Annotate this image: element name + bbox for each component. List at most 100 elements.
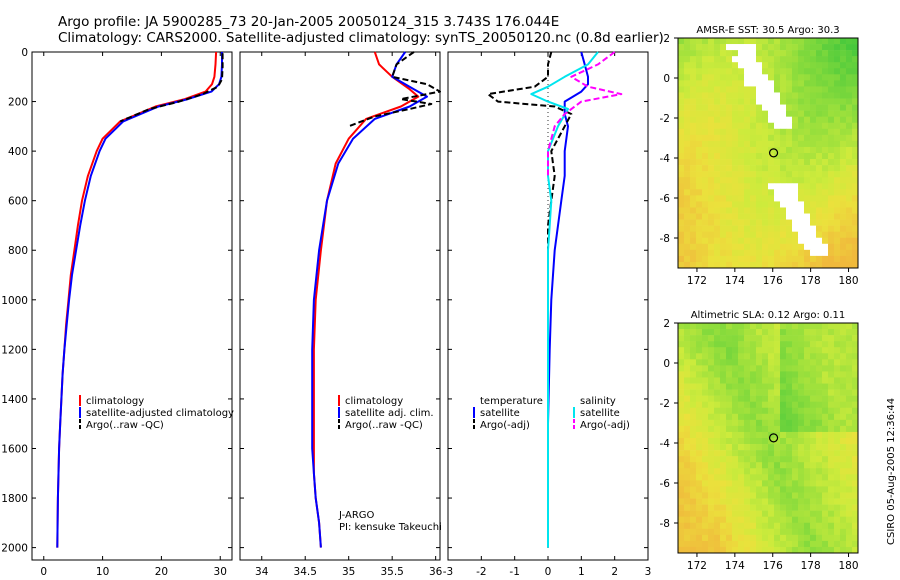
sla-map-cell	[810, 413, 817, 421]
sst-map-cell	[768, 86, 775, 93]
sst-map-cell	[690, 243, 697, 251]
sst-map-cell	[714, 134, 721, 142]
sla-map-cell	[696, 425, 703, 433]
sla-map-cell	[828, 510, 835, 517]
sst-map-cell	[768, 213, 775, 220]
sla-map-cell	[732, 468, 739, 475]
sst-map-cell	[684, 62, 691, 69]
sla-map-cell	[690, 389, 697, 396]
sst-map-cell	[822, 38, 829, 45]
sla-map-cell	[846, 540, 853, 548]
sla-map-cell	[852, 504, 859, 511]
sla-map-cell	[702, 353, 709, 360]
sst-map-cell	[786, 62, 793, 69]
sst-map-cell	[846, 116, 853, 124]
sla-map-cell	[840, 341, 847, 348]
sst-map-cell	[774, 219, 781, 226]
sst-map-cell	[762, 86, 769, 93]
sst-map-cell	[714, 243, 721, 251]
sla-map-cell	[834, 371, 841, 378]
timestamp-stamp: CSIRO 05-Aug-2005 12:36:44	[886, 398, 897, 545]
sst-map-cell	[780, 165, 787, 172]
sst-map-cell	[786, 50, 793, 57]
salinity-xtick-label: 36	[429, 566, 443, 578]
sla-map-cell	[726, 450, 733, 457]
sla-map-cell	[852, 486, 859, 493]
sst-map-cell	[786, 225, 793, 232]
sla-map-cell	[708, 498, 715, 505]
sst-map-cell	[804, 62, 811, 69]
sla-map-cell	[714, 329, 721, 336]
sla-map-cell	[756, 486, 763, 493]
sst-map-cell	[732, 122, 739, 130]
sst-map-cell	[732, 213, 739, 220]
sla-map-cell	[810, 444, 817, 451]
sst-map-cell	[810, 195, 817, 202]
sla-map-cell	[768, 347, 775, 354]
sst-map-cell	[756, 237, 763, 245]
sst-map-cell	[798, 231, 805, 239]
sla-map-cell	[822, 347, 829, 354]
sst-map-cell	[774, 201, 781, 208]
sla-map-cell	[816, 431, 823, 439]
sst-map-cell	[804, 261, 811, 269]
sla-map-cell	[762, 371, 769, 378]
sst-map-cell	[840, 177, 847, 184]
sst-map-cell	[720, 201, 727, 208]
sst-map-cell	[720, 261, 727, 269]
sla-map-cell	[696, 365, 703, 372]
sla-map-cell	[750, 546, 757, 554]
sla-map-cell	[720, 504, 727, 511]
sla-map-cell	[828, 365, 835, 372]
sst-map-cell	[804, 74, 811, 81]
sst-map-cell	[804, 86, 811, 93]
sla-map-cell	[792, 504, 799, 511]
sla-map-cell	[828, 395, 835, 402]
sla-map-cell	[678, 462, 685, 469]
sst-map-cell	[720, 122, 727, 130]
sla-map-cell	[852, 534, 859, 542]
temperature-xtick-label: 0	[40, 566, 47, 578]
sst-map-cell	[762, 110, 769, 117]
sla-map-cell	[696, 498, 703, 505]
sst-map-cell	[702, 207, 709, 214]
sst-map-cell	[774, 231, 781, 239]
sla-map-cell	[750, 480, 757, 487]
sla-map-cell	[726, 510, 733, 517]
sla-map-cell	[834, 389, 841, 396]
sst-map-cell	[828, 207, 835, 214]
sst-map-cell	[846, 213, 853, 220]
sst-map-cell	[822, 243, 829, 251]
sst-map-cell	[726, 74, 733, 81]
sst-map-cell	[846, 153, 853, 160]
sla-map-cell	[822, 444, 829, 451]
sst-map-cell	[774, 122, 781, 130]
sst-map-cell	[810, 116, 817, 124]
sla-map-cell	[756, 431, 763, 439]
sst-map-cell	[750, 231, 757, 239]
sla-map-cell	[720, 534, 727, 542]
sla-map-cell	[744, 323, 751, 330]
sla-map-cell	[810, 425, 817, 433]
sla-map-cell	[732, 323, 739, 330]
sst-map-cell	[762, 171, 769, 178]
sla-map-cell	[768, 540, 775, 548]
sla-map-cell	[822, 431, 829, 439]
sst-map-cell	[786, 177, 793, 184]
sla-map-cell	[816, 401, 823, 409]
sst-map-cell	[816, 189, 823, 196]
sla-map-cell	[762, 444, 769, 451]
difference-xtick-label: 0	[545, 566, 552, 578]
sla-map-cell	[798, 504, 805, 511]
sst-map-cell	[840, 98, 847, 105]
sst-map-cell	[810, 86, 817, 93]
sst-map-cell	[744, 165, 751, 172]
sla-map-cell	[738, 431, 745, 439]
sst-map-cell	[738, 98, 745, 105]
sst-map-cell	[786, 213, 793, 220]
sla-map-cell	[810, 450, 817, 457]
sst-map-cell	[786, 98, 793, 105]
sla-map-cell	[846, 498, 853, 505]
sla-map-cell	[852, 377, 859, 384]
sla-map-cell	[726, 438, 733, 445]
